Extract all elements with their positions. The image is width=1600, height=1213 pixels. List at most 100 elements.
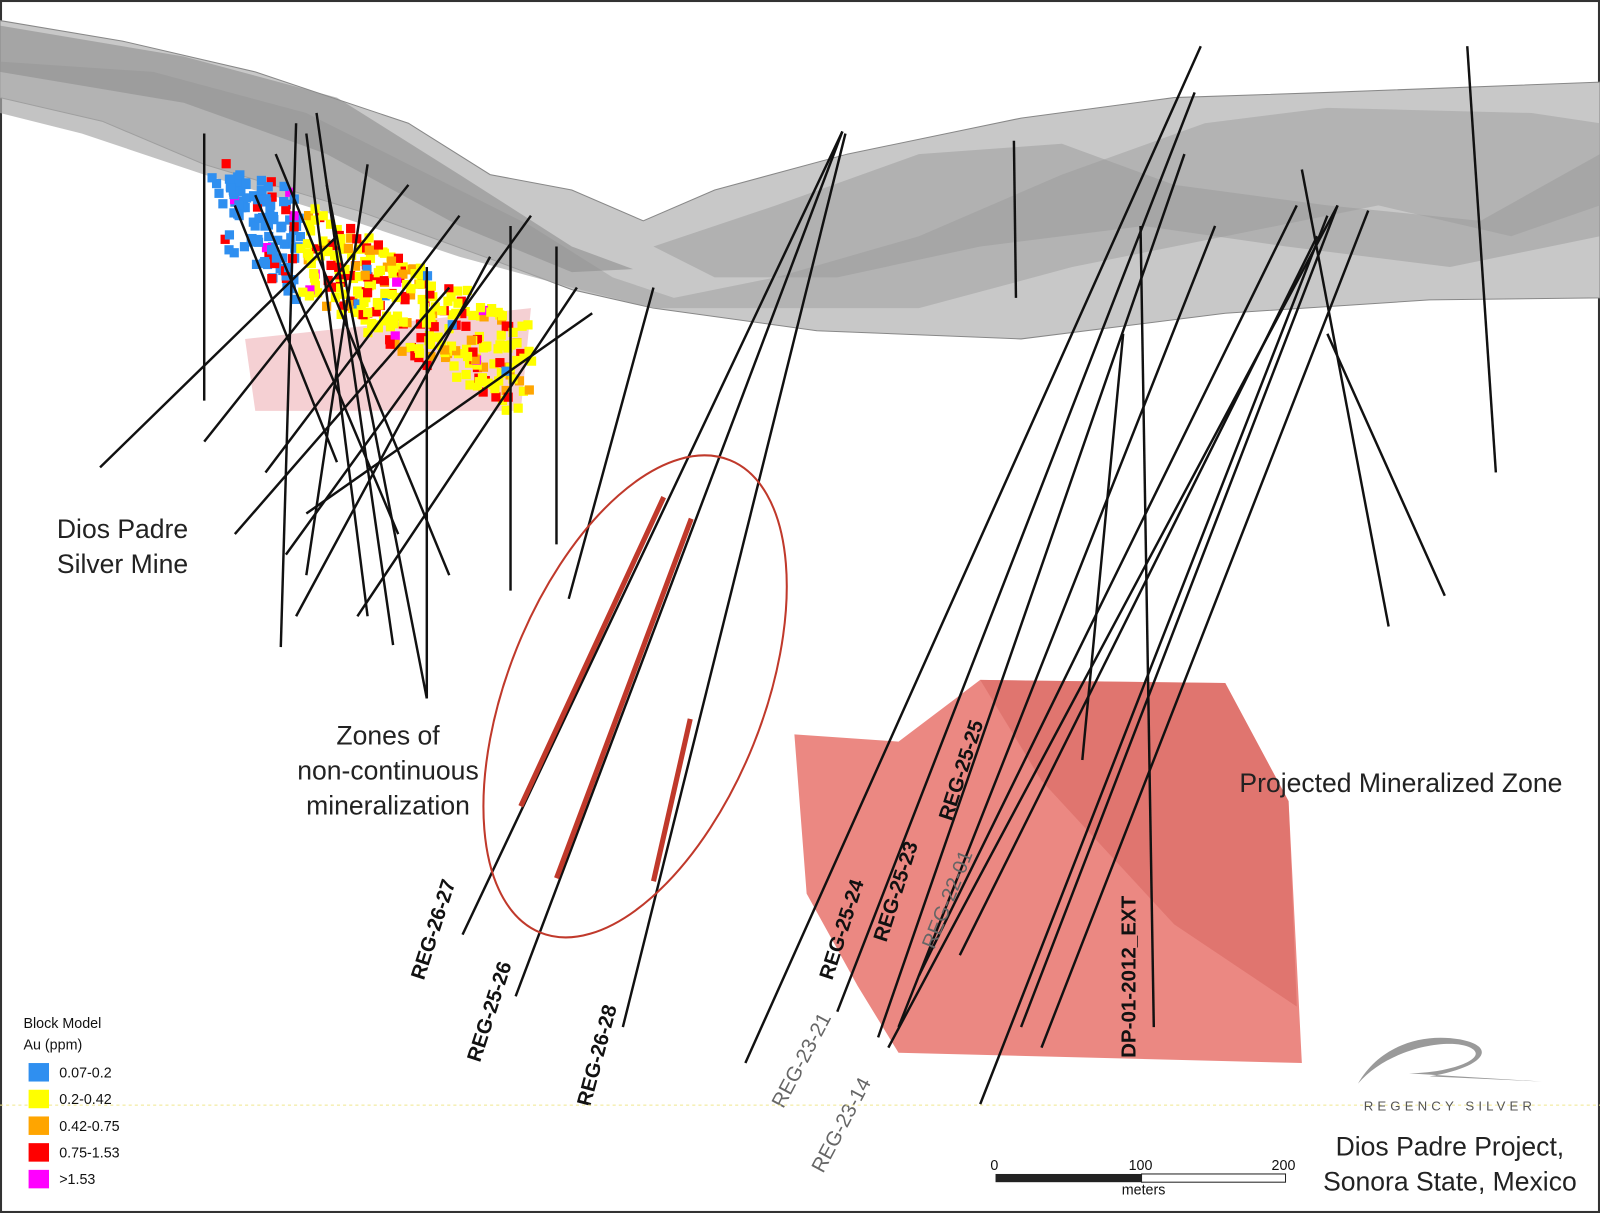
block: [310, 280, 320, 291]
projected-label: Projected Mineralized Zone: [1239, 768, 1562, 798]
scale-tick: 100: [1129, 1158, 1153, 1174]
block: [229, 248, 239, 258]
block: [493, 344, 503, 354]
block: [518, 386, 528, 396]
block: [370, 274, 381, 284]
block: [290, 243, 300, 253]
scale-bar: 0 100 200 meters: [990, 1158, 1295, 1199]
block: [305, 219, 315, 229]
block: [350, 307, 361, 318]
block: [323, 246, 333, 257]
block: [362, 288, 373, 298]
block: [513, 403, 523, 413]
block: [224, 230, 235, 240]
block: [512, 338, 522, 348]
block: [517, 321, 527, 331]
block: [429, 322, 439, 332]
legend: Block Model Au (ppm) 0.07-0.2 0.2-0.42 0.4…: [23, 1016, 120, 1189]
block: [281, 205, 291, 215]
block: [315, 251, 325, 261]
block: [424, 330, 434, 341]
scale-tick: 0: [990, 1158, 998, 1174]
mine-label: Silver Mine: [57, 549, 188, 579]
scale-tick: 200: [1272, 1158, 1296, 1174]
block: [371, 307, 381, 317]
block: [470, 354, 480, 365]
block: [419, 309, 429, 319]
block: [277, 221, 287, 231]
block: [322, 301, 332, 311]
block: [415, 279, 425, 289]
block: [343, 243, 353, 253]
block: [400, 295, 410, 305]
block: [364, 233, 374, 243]
block: [304, 251, 314, 261]
block: [382, 262, 392, 272]
block: [256, 175, 266, 186]
block: [365, 253, 376, 263]
block: [267, 192, 277, 202]
block: [440, 352, 451, 363]
block: [361, 293, 371, 303]
block: [250, 221, 260, 231]
block: [306, 226, 316, 236]
block: [224, 174, 235, 184]
zone-ellipse: [482, 454, 788, 939]
block: [207, 173, 217, 183]
project-title: Sonora State, Mexico: [1323, 1166, 1577, 1196]
block: [264, 251, 274, 262]
legend-swatch: [28, 1063, 50, 1082]
legend-swatch: [28, 1116, 50, 1135]
block: [334, 283, 344, 293]
block: [346, 223, 356, 234]
block: [483, 378, 493, 388]
block: [472, 360, 482, 370]
logo-text: REGENCY SILVER: [1364, 1098, 1536, 1113]
block: [490, 383, 500, 394]
block: [453, 298, 463, 308]
block: [408, 264, 418, 274]
block: [405, 290, 416, 300]
block: [236, 187, 246, 197]
block: [387, 314, 397, 324]
block: [218, 199, 228, 209]
project-title: Dios Padre Project,: [1336, 1131, 1565, 1161]
legend-title: Block Model: [23, 1016, 101, 1032]
block: [398, 269, 408, 279]
logo-mark: [1358, 1037, 1542, 1084]
block: [378, 316, 389, 326]
block: [305, 285, 315, 295]
hole-label: DP-01-2012_EXT: [1117, 895, 1140, 1058]
block: [370, 320, 381, 330]
block: [461, 321, 471, 331]
block: [472, 334, 483, 345]
block: [430, 302, 440, 312]
block: [267, 274, 277, 284]
block: [398, 317, 408, 327]
block: [461, 344, 472, 354]
block: [262, 197, 272, 207]
block: [380, 288, 390, 299]
block: [495, 358, 505, 368]
block: [364, 245, 374, 255]
mineralized-intervals: [518, 496, 694, 882]
block: [501, 405, 511, 415]
block: [296, 243, 306, 254]
block: [496, 368, 506, 378]
block: [496, 330, 506, 340]
block: [298, 287, 308, 297]
block: [516, 348, 526, 359]
block: [392, 311, 403, 321]
block: [356, 244, 366, 254]
block: [234, 200, 244, 210]
block: [415, 319, 426, 329]
zones-label: non-continuous: [297, 755, 478, 785]
block: [486, 307, 496, 317]
block: [501, 366, 511, 376]
block: [437, 305, 447, 316]
block: [388, 268, 398, 279]
block: [425, 308, 435, 319]
block: [446, 292, 456, 302]
block: [304, 291, 314, 301]
